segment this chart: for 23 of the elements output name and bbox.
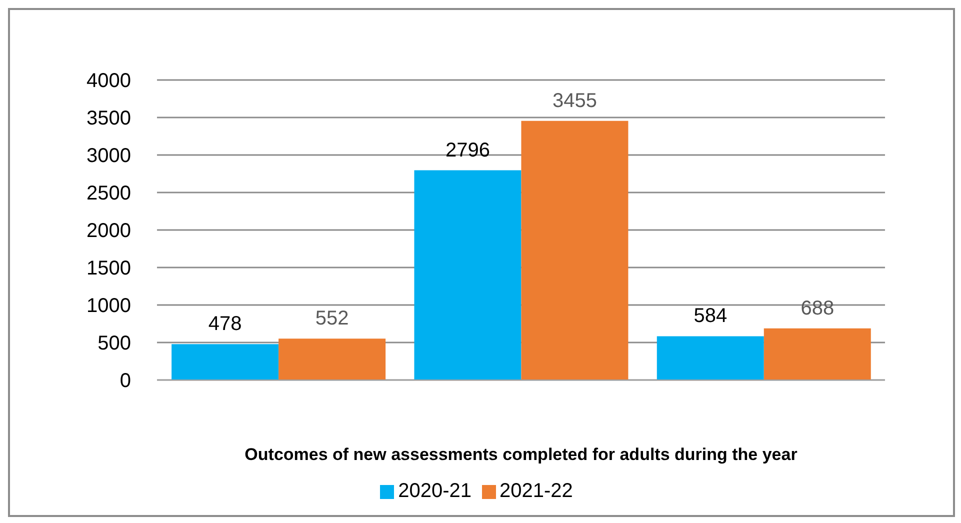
- y-tick-label: 0: [120, 370, 131, 392]
- y-tick-label: 4000: [86, 70, 131, 92]
- y-tick-label: 500: [98, 332, 131, 355]
- bar: [521, 120, 628, 380]
- data-label: 3455: [552, 90, 597, 112]
- y-tick-label: 2000: [86, 220, 131, 242]
- y-tick-label: 2500: [86, 182, 131, 205]
- y-tick-label: 3500: [86, 108, 131, 130]
- bar: [656, 336, 764, 380]
- x-axis-title: Outcomes of new assessments completed for adults during the year: [244, 445, 798, 464]
- bar: [278, 338, 386, 380]
- y-tick-label: 1500: [86, 258, 131, 280]
- data-label: 478: [208, 313, 242, 336]
- data-label: 584: [694, 305, 728, 328]
- bar: [764, 328, 871, 380]
- bar: [172, 344, 279, 380]
- legend-label: 2020-21: [398, 480, 472, 502]
- bar: [414, 170, 522, 380]
- y-tick-label: 1000: [86, 295, 131, 318]
- y-tick-label: 3000: [86, 145, 131, 168]
- data-label: 2796: [445, 139, 490, 162]
- legend-label: 2021-22: [500, 480, 573, 502]
- data-label: 552: [315, 308, 349, 330]
